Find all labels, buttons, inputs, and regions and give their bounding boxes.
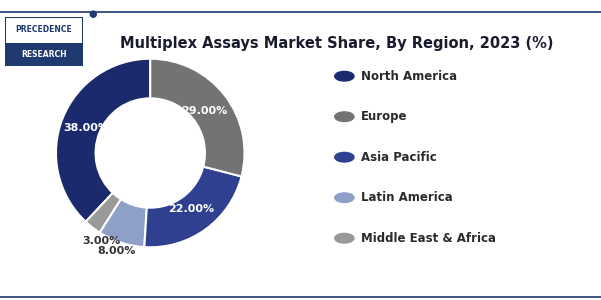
Text: Asia Pacific: Asia Pacific (361, 151, 437, 164)
Wedge shape (100, 199, 147, 247)
Text: 3.00%: 3.00% (82, 236, 120, 246)
Text: PRECEDENCE: PRECEDENCE (16, 25, 72, 34)
Wedge shape (56, 59, 150, 222)
Wedge shape (86, 193, 121, 232)
Text: 22.00%: 22.00% (168, 204, 214, 214)
Text: Middle East & Africa: Middle East & Africa (361, 232, 496, 245)
Text: RESEARCH: RESEARCH (21, 50, 67, 58)
Text: 29.00%: 29.00% (182, 106, 228, 116)
Text: 38.00%: 38.00% (63, 123, 109, 133)
Text: Europe: Europe (361, 110, 407, 123)
Wedge shape (150, 59, 245, 176)
Text: Multiplex Assays Market Share, By Region, 2023 (%): Multiplex Assays Market Share, By Region… (120, 36, 554, 51)
Text: Latin America: Latin America (361, 191, 453, 204)
Text: ●: ● (89, 8, 97, 19)
Text: 8.00%: 8.00% (97, 246, 136, 256)
Wedge shape (144, 167, 242, 247)
FancyBboxPatch shape (5, 16, 83, 66)
FancyBboxPatch shape (5, 43, 83, 66)
Text: North America: North America (361, 70, 457, 83)
